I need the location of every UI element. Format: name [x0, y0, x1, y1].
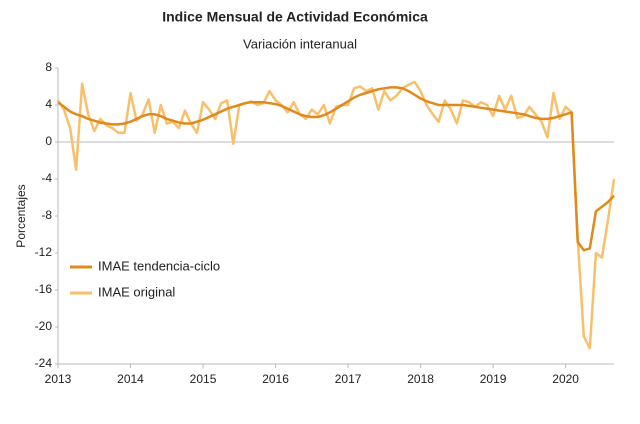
- y-tick-label: -4: [41, 171, 52, 185]
- series-line: [57, 86, 615, 252]
- y-tick-label: -12: [35, 245, 53, 259]
- legend-label: IMAE original: [98, 284, 175, 299]
- chart-subtitle: Variación interanual: [243, 36, 357, 51]
- x-tick-label: 2017: [335, 372, 362, 386]
- x-tick-label: 2013: [45, 372, 72, 386]
- y-tick-label: -16: [35, 282, 53, 296]
- x-tick-label: 2016: [262, 372, 289, 386]
- series-line: [56, 80, 616, 350]
- y-tick-label: 0: [45, 134, 52, 148]
- chart-title: Indice Mensual de Actividad Económica: [162, 9, 428, 25]
- y-tick-label: 8: [45, 60, 52, 74]
- y-axis-label: Porcentajes: [14, 184, 28, 247]
- x-tick-label: 2020: [552, 372, 579, 386]
- x-tick-label: 2018: [407, 372, 434, 386]
- legend-box: [62, 254, 252, 306]
- x-tick-label: 2015: [190, 372, 217, 386]
- legend-label: IMAE tendencia-ciclo: [98, 258, 220, 273]
- x-tick-label: 2019: [480, 372, 507, 386]
- y-tick-label: -24: [35, 356, 53, 370]
- x-tick-label: 2014: [117, 372, 144, 386]
- y-tick-label: 4: [45, 97, 52, 111]
- y-tick-label: -20: [35, 319, 53, 333]
- y-tick-label: -8: [41, 208, 52, 222]
